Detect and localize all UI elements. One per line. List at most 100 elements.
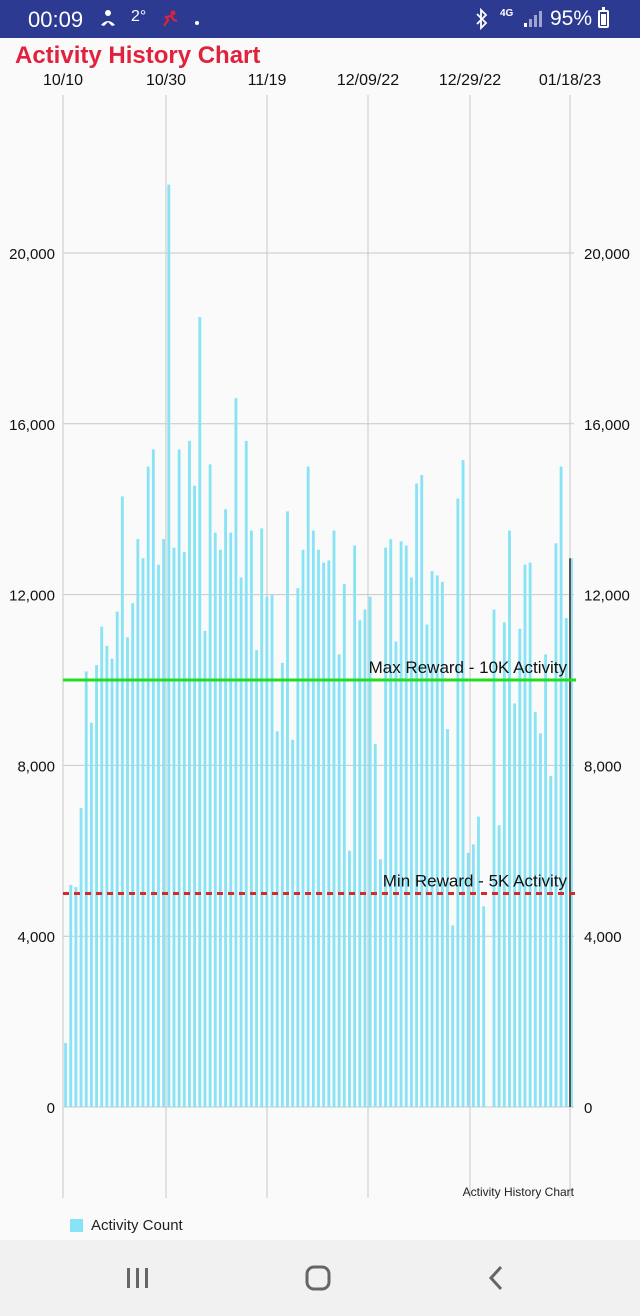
home-button[interactable] xyxy=(288,1258,348,1298)
activity-bar xyxy=(84,671,88,1107)
activity-bar xyxy=(291,739,295,1107)
x-tick-label: 01/18/23 xyxy=(539,72,601,89)
activity-bar xyxy=(461,460,465,1108)
activity-bar xyxy=(162,539,166,1107)
activity-bar xyxy=(64,1042,67,1107)
activity-bar xyxy=(368,596,372,1107)
y-tick-label-right: 12,000 xyxy=(584,588,630,605)
y-tick-label-left: 4,000 xyxy=(17,929,55,946)
y-tick-label-left: 12,000 xyxy=(9,588,55,605)
activity-bar xyxy=(296,588,300,1107)
y-tick-label-right: 4,000 xyxy=(584,929,622,946)
activity-bar xyxy=(229,532,233,1107)
activity-bar xyxy=(384,547,388,1107)
activity-bar xyxy=(471,844,475,1107)
activity-bar xyxy=(502,622,506,1107)
activity-bar xyxy=(451,925,455,1107)
activity-bar xyxy=(203,630,207,1107)
activity-bar xyxy=(466,852,470,1107)
x-tick-label: 10/10 xyxy=(43,72,83,89)
activity-bar xyxy=(177,449,181,1107)
x-tick-label: 10/30 xyxy=(146,72,186,89)
activity-bar-chart[interactable]: 10/10 10/30 11/19 12/09/22 12/29/22 01/18/23 0… xyxy=(0,60,640,1210)
back-button[interactable] xyxy=(466,1258,526,1298)
activity-bar xyxy=(399,541,403,1107)
activity-bar xyxy=(110,658,114,1107)
temperature-text: 2° xyxy=(131,8,147,25)
activity-bar xyxy=(224,509,228,1107)
activity-bar xyxy=(327,560,331,1107)
activity-bar xyxy=(275,731,279,1107)
activity-bar xyxy=(255,650,258,1107)
activity-bar xyxy=(446,729,449,1107)
activity-bar xyxy=(549,776,553,1107)
activity-bar xyxy=(337,654,341,1107)
activity-bar xyxy=(533,712,537,1107)
activity-bar xyxy=(208,464,212,1107)
activity-bar xyxy=(95,665,98,1107)
activity-bar xyxy=(182,551,186,1107)
activity-bar xyxy=(570,558,573,1107)
recents-button[interactable] xyxy=(108,1258,168,1298)
status-bar: 00:09 2° 4G 95% xyxy=(0,0,640,38)
activity-bar xyxy=(435,575,439,1107)
activity-bar xyxy=(477,816,480,1107)
activity-bar xyxy=(172,547,176,1107)
activity-bar xyxy=(157,564,160,1107)
battery-icon xyxy=(598,7,609,28)
activity-bar xyxy=(430,571,434,1107)
activity-bar xyxy=(219,549,222,1107)
activity-bar xyxy=(311,530,315,1107)
meditation-icon xyxy=(98,9,118,34)
activity-bar xyxy=(146,466,150,1107)
activity-bar xyxy=(539,733,542,1108)
activity-bar xyxy=(559,466,563,1107)
activity-bar xyxy=(69,884,73,1107)
home-icon xyxy=(305,1265,331,1291)
y-tick-label-left: 20,000 xyxy=(9,246,55,263)
activity-bar xyxy=(193,485,197,1108)
activity-bar xyxy=(167,184,171,1107)
activity-bar xyxy=(564,618,568,1107)
activity-bar xyxy=(518,628,522,1107)
activity-bar xyxy=(394,641,398,1107)
activity-bar xyxy=(358,620,362,1107)
activity-bar xyxy=(373,744,377,1107)
dot-icon xyxy=(194,13,200,31)
activity-bar xyxy=(105,645,109,1107)
activity-bar xyxy=(389,539,393,1107)
activity-bar xyxy=(280,662,284,1107)
activity-bar xyxy=(301,549,305,1107)
activity-bar xyxy=(244,440,248,1107)
activity-bar xyxy=(342,583,346,1107)
activity-bar xyxy=(234,398,238,1107)
activity-bar xyxy=(420,475,424,1107)
activity-bar xyxy=(523,564,527,1107)
activity-bar xyxy=(554,543,558,1107)
y-tick-label-left: 0 xyxy=(47,1100,55,1117)
chart-description: Activity History Chart xyxy=(463,1185,575,1199)
activity-bar xyxy=(188,440,191,1107)
activity-bar xyxy=(353,545,357,1107)
activity-bar xyxy=(136,539,140,1107)
activity-bar xyxy=(425,624,429,1107)
activity-bar xyxy=(379,859,382,1107)
activity-bar xyxy=(213,532,217,1107)
y-tick-label-right: 20,000 xyxy=(584,246,630,263)
activity-bar xyxy=(440,581,444,1107)
y-tick-label-right: 16,000 xyxy=(584,417,630,434)
activity-bar xyxy=(249,530,253,1107)
page-title: Activity History Chart xyxy=(15,42,261,69)
activity-bar xyxy=(126,637,129,1107)
activity-bar xyxy=(89,722,93,1107)
legend-label: Activity Count xyxy=(91,1217,183,1234)
activity-bar xyxy=(131,603,135,1107)
activity-bar xyxy=(141,558,145,1107)
fitness-app-icon xyxy=(160,9,180,34)
y-tick-label-left: 16,000 xyxy=(9,417,55,434)
activity-bar xyxy=(115,611,119,1107)
activity-bar xyxy=(286,511,289,1108)
reference-line-label: Min Reward - 5K Activity xyxy=(383,872,568,891)
activity-bar xyxy=(74,887,78,1107)
activity-bar xyxy=(492,609,496,1107)
